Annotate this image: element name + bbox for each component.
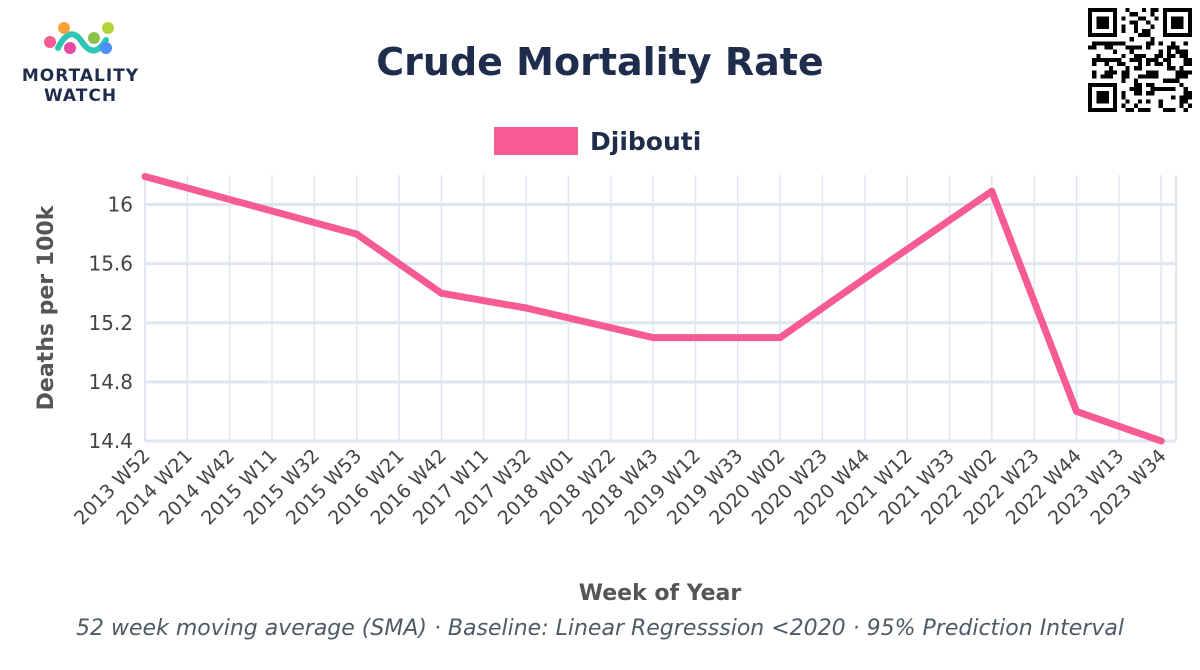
logo-text-line2: WATCH	[43, 86, 118, 106]
data-point	[437, 289, 445, 297]
chart-title: Crude Mortality Rate	[376, 40, 824, 84]
y-tick-label: 14.8	[88, 370, 133, 394]
qr-code-icon[interactable]	[1088, 8, 1192, 112]
y-tick-label: 14.4	[88, 429, 133, 453]
y-axis-label: Deaths per 100k	[34, 204, 59, 410]
chart-footnote: 52 week moving average (SMA) · Baseline:…	[76, 616, 1124, 641]
data-point	[522, 304, 530, 312]
legend-label: Djibouti	[590, 126, 702, 156]
legend: Djibouti	[494, 126, 701, 156]
data-point	[1072, 407, 1080, 415]
y-tick-labels: 14.4 14.8 15.2 15.6 16	[88, 193, 133, 453]
data-point	[861, 274, 869, 282]
series-djibouti	[141, 172, 1165, 445]
mortality-watch-logo: MORTALITY WATCH	[18, 18, 143, 108]
data-point	[1157, 437, 1165, 445]
x-axis-label: Week of Year	[579, 581, 742, 606]
data-point	[649, 334, 657, 342]
data-point	[776, 334, 784, 342]
y-tick-label: 15.6	[88, 252, 133, 276]
logo-icon	[44, 22, 114, 54]
data-point	[141, 172, 149, 180]
logo-text-line1: MORTALITY	[21, 66, 140, 86]
data-point	[988, 187, 996, 195]
series-line	[141, 173, 1165, 445]
y-tick-label: 16	[108, 193, 133, 217]
legend-swatch	[494, 127, 578, 155]
vertical-gridlines	[144, 175, 1177, 441]
data-point	[353, 230, 361, 238]
y-tick-label: 15.2	[88, 311, 133, 335]
horizontal-gridlines	[145, 203, 1176, 443]
